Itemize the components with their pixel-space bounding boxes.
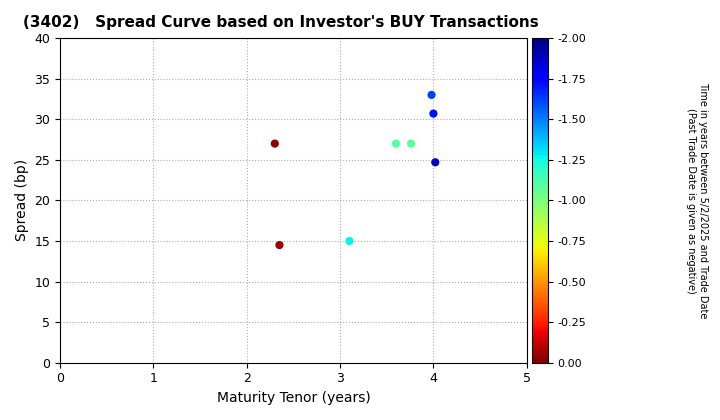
Point [405, 140, 417, 147]
Text: (3402)   Spread Curve based on Investor's BUY Transactions: (3402) Spread Curve based on Investor's … [23, 15, 539, 30]
Point [430, 159, 441, 165]
Y-axis label: Spread (bp): Spread (bp) [15, 159, 29, 242]
X-axis label: Maturity Tenor (years): Maturity Tenor (years) [217, 391, 370, 405]
Point [269, 140, 281, 147]
Point [428, 110, 439, 117]
Point [426, 92, 437, 98]
Point [343, 238, 355, 244]
Point [390, 140, 402, 147]
Y-axis label: Time in years between 5/2/2025 and Trade Date
(Past Trade Date is given as negat: Time in years between 5/2/2025 and Trade… [686, 82, 708, 319]
Point [274, 241, 285, 248]
